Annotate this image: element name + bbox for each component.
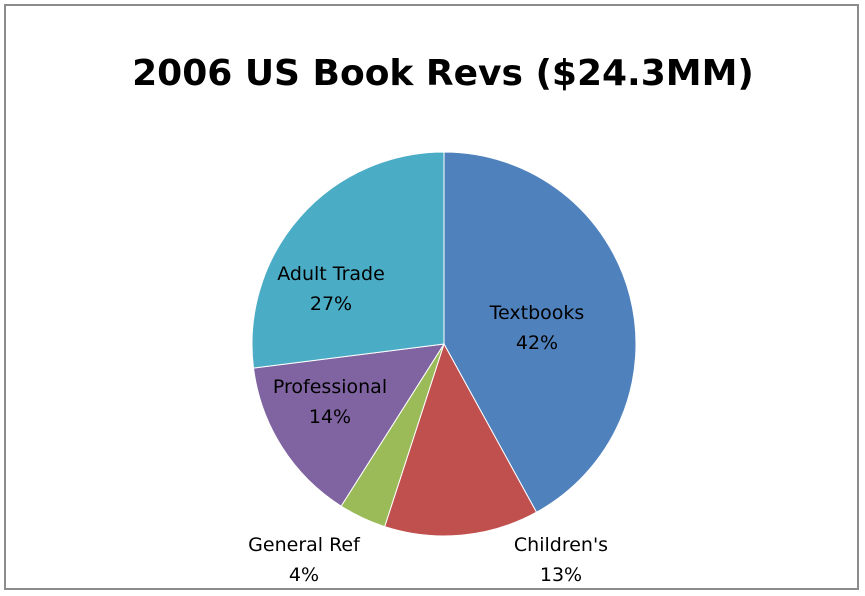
pie-slice-professional bbox=[252, 343, 445, 507]
slice-label-general-ref: General Ref 4% bbox=[248, 534, 361, 586]
slice-name-textbooks: Textbooks bbox=[489, 302, 585, 324]
pie-chart: 2006 US Book Revs ($24.3MM) Textbooks 42%… bbox=[132, 53, 754, 586]
slice-label-adult-trade: Adult Trade 27% bbox=[277, 263, 385, 315]
slice-percent-general-ref: 4% bbox=[289, 564, 319, 586]
pie-slices bbox=[251, 151, 637, 537]
slice-percent-children-s: 13% bbox=[540, 564, 582, 586]
pie-slice-adult-trade bbox=[251, 151, 445, 369]
slice-label-children-s: Children's 13% bbox=[514, 534, 608, 586]
pie-labels: Textbooks 42% Children's 13% General Ref 4% Pr… bbox=[248, 263, 608, 586]
slice-label-textbooks: Textbooks 42% bbox=[489, 302, 585, 354]
slice-label-professional: Professional 14% bbox=[273, 376, 387, 428]
chart-frame: 2006 US Book Revs ($24.3MM) Textbooks 42%… bbox=[4, 4, 859, 590]
slice-name-children-s: Children's bbox=[514, 534, 608, 556]
slice-name-adult-trade: Adult Trade bbox=[277, 263, 385, 285]
slice-percent-textbooks: 42% bbox=[516, 332, 558, 354]
pie-slice-textbooks bbox=[443, 151, 637, 513]
slice-percent-adult-trade: 27% bbox=[310, 293, 352, 315]
slice-percent-professional: 14% bbox=[309, 406, 351, 428]
slice-name-professional: Professional bbox=[273, 376, 387, 398]
pie-slice-children-s bbox=[384, 342, 538, 537]
slice-name-general-ref: General Ref bbox=[248, 534, 361, 556]
chart-title: 2006 US Book Revs ($24.3MM) bbox=[132, 53, 754, 94]
